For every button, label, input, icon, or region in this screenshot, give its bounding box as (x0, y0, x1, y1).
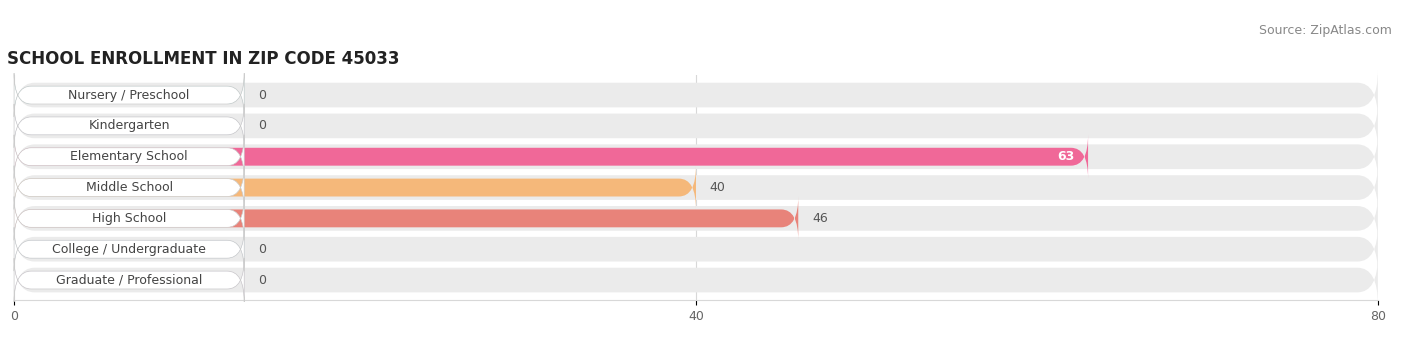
FancyBboxPatch shape (14, 104, 245, 148)
FancyBboxPatch shape (14, 224, 1378, 274)
FancyBboxPatch shape (14, 70, 1378, 120)
Text: 0: 0 (257, 119, 266, 132)
FancyBboxPatch shape (14, 258, 245, 302)
FancyBboxPatch shape (14, 194, 1378, 243)
FancyBboxPatch shape (14, 101, 1378, 151)
FancyBboxPatch shape (14, 166, 245, 209)
Text: College / Undergraduate: College / Undergraduate (52, 243, 207, 256)
Text: High School: High School (91, 212, 166, 225)
FancyBboxPatch shape (14, 196, 799, 240)
Text: 46: 46 (811, 212, 828, 225)
Text: 0: 0 (257, 243, 266, 256)
FancyBboxPatch shape (14, 163, 1378, 212)
FancyBboxPatch shape (14, 104, 245, 148)
FancyBboxPatch shape (14, 132, 1378, 181)
FancyBboxPatch shape (14, 73, 245, 117)
FancyBboxPatch shape (14, 258, 245, 302)
Text: Middle School: Middle School (86, 181, 173, 194)
FancyBboxPatch shape (14, 255, 1378, 305)
Text: 0: 0 (257, 273, 266, 286)
FancyBboxPatch shape (14, 135, 1088, 179)
FancyBboxPatch shape (14, 227, 245, 271)
FancyBboxPatch shape (14, 196, 245, 240)
Text: 40: 40 (710, 181, 725, 194)
FancyBboxPatch shape (14, 166, 696, 209)
Text: Nursery / Preschool: Nursery / Preschool (69, 89, 190, 102)
Text: Elementary School: Elementary School (70, 150, 188, 163)
Text: Kindergarten: Kindergarten (89, 119, 170, 132)
FancyBboxPatch shape (14, 135, 245, 179)
Text: SCHOOL ENROLLMENT IN ZIP CODE 45033: SCHOOL ENROLLMENT IN ZIP CODE 45033 (7, 50, 399, 68)
FancyBboxPatch shape (14, 73, 245, 117)
FancyBboxPatch shape (14, 227, 245, 271)
Text: 0: 0 (257, 89, 266, 102)
Text: Source: ZipAtlas.com: Source: ZipAtlas.com (1258, 24, 1392, 37)
Text: Graduate / Professional: Graduate / Professional (56, 273, 202, 286)
Text: 63: 63 (1057, 150, 1074, 163)
